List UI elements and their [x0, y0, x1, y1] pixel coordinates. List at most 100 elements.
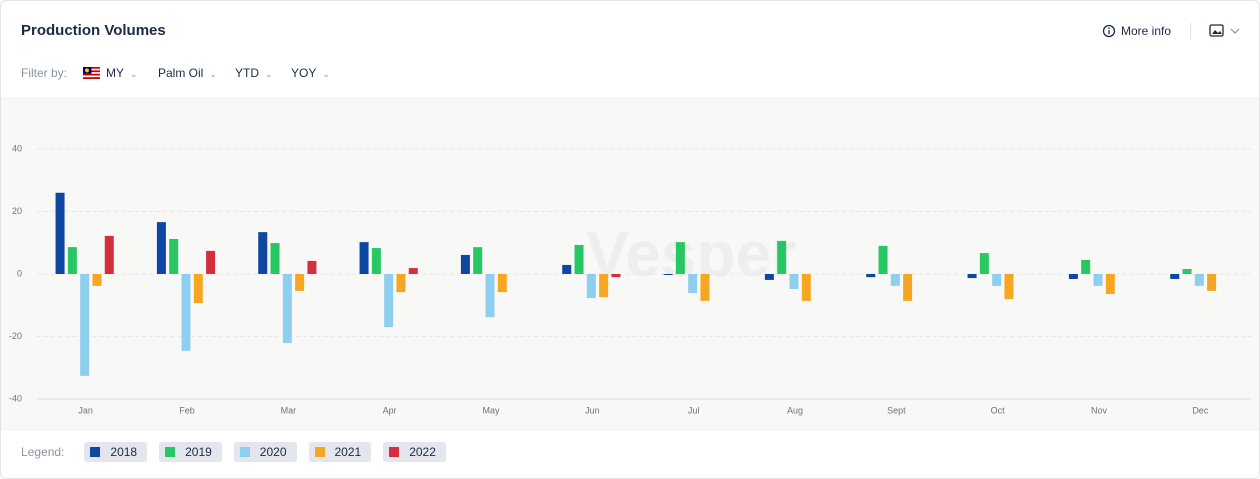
legend-label: Legend:: [21, 445, 65, 459]
info-icon: [1102, 24, 1116, 38]
bar: [371, 248, 381, 274]
bar: [700, 274, 710, 301]
bar: [307, 260, 317, 274]
bar: [408, 268, 418, 274]
y-tick-label: -40: [9, 393, 22, 403]
bar: [1093, 274, 1103, 286]
x-tick-label: Feb: [179, 405, 195, 415]
legend-swatch: [239, 447, 250, 457]
bar: [890, 274, 900, 286]
bar: [1194, 274, 1204, 286]
x-tick-label: Aug: [787, 405, 803, 415]
bar: [562, 264, 572, 274]
legend-swatch: [314, 447, 325, 457]
bar: [384, 274, 394, 328]
bar: [599, 274, 609, 298]
widget-title: Production Volumes: [21, 22, 166, 39]
bar: [1182, 269, 1192, 274]
legend-text: 2020: [259, 445, 287, 459]
bar: [574, 244, 584, 274]
bar: [903, 274, 913, 301]
bar: [764, 274, 774, 280]
bar: [359, 242, 369, 274]
bar: [295, 274, 305, 291]
filter-dropdown[interactable]: YTD ⌄: [235, 66, 273, 80]
legend-item[interactable]: 2019: [159, 442, 222, 462]
bar: [878, 245, 888, 274]
legend-text: 2022: [409, 445, 436, 459]
bar: [777, 240, 787, 274]
flag-icon: [83, 67, 100, 79]
bar: [688, 274, 698, 294]
bar: [193, 274, 203, 304]
x-tick-label: Dec: [1192, 405, 1209, 415]
bar: [104, 235, 114, 274]
filter-dropdown[interactable]: YOY ⌄: [291, 66, 330, 80]
legend-item[interactable]: 2022: [383, 442, 446, 462]
bar: [67, 247, 77, 274]
legend-swatch: [165, 447, 176, 457]
legend-item[interactable]: 2018: [84, 442, 148, 462]
bar: [1170, 274, 1180, 279]
bar: [979, 253, 989, 274]
more-info-button[interactable]: More info: [1121, 24, 1172, 38]
x-tick-label: Jul: [688, 405, 700, 415]
bar: [497, 274, 507, 293]
legend-item[interactable]: 2021: [308, 442, 372, 462]
legend: Legend: 2018 2019 2020 2021 2022: [21, 442, 446, 462]
bar: [663, 274, 673, 275]
filter-dropdown[interactable]: Palm Oil ⌄: [158, 66, 217, 80]
filter-value: MY: [106, 66, 124, 80]
bar: [485, 274, 495, 318]
x-tick-label: Sept: [887, 405, 906, 415]
x-tick-label: Mar: [281, 405, 297, 415]
filter-value: Palm Oil: [158, 66, 204, 80]
bar: [1081, 259, 1091, 274]
x-tick-label: Oct: [991, 405, 1006, 415]
bar: [586, 274, 596, 299]
bar: [396, 274, 406, 293]
x-tick-label: Nov: [1091, 405, 1108, 415]
legend-text: 2018: [110, 445, 138, 459]
bar: [258, 232, 268, 274]
export-button[interactable]: [1209, 23, 1243, 39]
bar: [169, 239, 179, 274]
bar: [460, 254, 470, 274]
bar: [1105, 274, 1115, 294]
bar: [611, 274, 621, 278]
bar: [1004, 274, 1014, 299]
x-tick-label: May: [482, 405, 500, 415]
y-tick-label: 40: [12, 143, 22, 153]
legend-text: 2019: [185, 445, 212, 459]
bar: [55, 192, 65, 274]
filter-dropdown[interactable]: MY ⌄: [106, 66, 138, 80]
bar: [206, 250, 216, 274]
bar: [675, 242, 685, 274]
y-tick-label: -20: [9, 331, 22, 341]
y-tick-label: 0: [17, 268, 22, 278]
x-tick-label: Jan: [78, 405, 93, 415]
legend-text: 2021: [334, 445, 362, 459]
bar: [992, 274, 1002, 286]
x-tick-label: Apr: [383, 405, 397, 415]
bar: [80, 274, 90, 376]
legend-item[interactable]: 2020: [233, 442, 297, 462]
y-tick-label: 20: [12, 206, 22, 216]
bar: [282, 274, 292, 344]
filter-value: YOY: [291, 66, 317, 80]
bar: [270, 243, 280, 274]
divider: [1190, 23, 1191, 39]
bar: [866, 274, 876, 278]
bar: [473, 247, 483, 274]
bar: [1207, 274, 1217, 291]
bar: [181, 274, 191, 351]
filter-label: Filter by:: [21, 66, 68, 80]
legend-swatch: [90, 447, 101, 457]
bar: [967, 274, 977, 279]
bar: [92, 274, 102, 286]
bar: [156, 222, 166, 274]
bar: [789, 274, 799, 289]
x-tick-label: Jun: [585, 405, 600, 415]
